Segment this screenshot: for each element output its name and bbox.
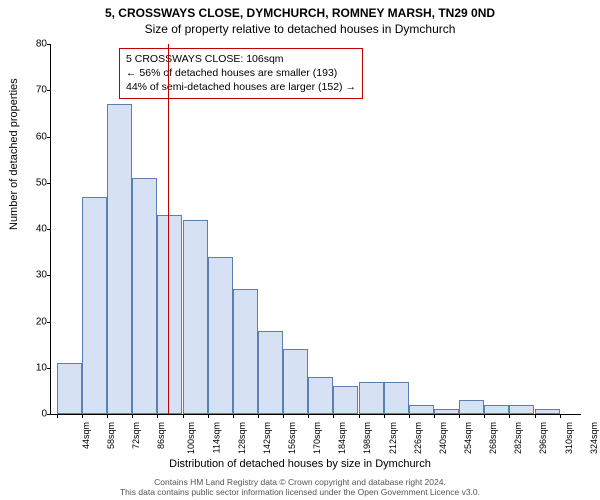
y-tick-mark [47, 90, 51, 91]
y-tick-label: 70 [21, 85, 47, 96]
footer-line2: This data contains public sector informa… [120, 487, 480, 497]
histogram-bar [459, 400, 484, 414]
x-tick-mark [107, 414, 108, 418]
x-tick-label: 254sqm [463, 422, 473, 454]
histogram-bar [57, 363, 82, 414]
y-tick-label: 80 [21, 39, 47, 50]
x-tick-label: 310sqm [564, 422, 574, 454]
x-tick-mark [509, 414, 510, 418]
x-tick-mark [560, 414, 561, 418]
x-tick-mark [484, 414, 485, 418]
histogram-bar [484, 405, 509, 414]
x-tick-mark [283, 414, 284, 418]
y-tick-mark [47, 414, 51, 415]
y-tick-label: 30 [21, 270, 47, 281]
y-tick-label: 50 [21, 177, 47, 188]
y-axis-label: Number of detached properties [8, 78, 20, 230]
x-tick-mark [333, 414, 334, 418]
x-tick-label: 156sqm [287, 422, 297, 454]
histogram-bar [359, 382, 384, 414]
y-tick-label: 20 [21, 316, 47, 327]
histogram-bar [258, 331, 283, 414]
y-tick-mark [47, 322, 51, 323]
x-tick-label: 198sqm [362, 422, 372, 454]
histogram-bar [535, 409, 560, 414]
x-tick-mark [434, 414, 435, 418]
y-tick-label: 60 [21, 131, 47, 142]
y-tick-mark [47, 183, 51, 184]
y-tick-label: 40 [21, 224, 47, 235]
x-tick-mark [409, 414, 410, 418]
x-tick-mark [132, 414, 133, 418]
x-axis-label: Distribution of detached houses by size … [0, 458, 600, 470]
x-tick-label: 128sqm [237, 422, 247, 454]
chart-title-line1: 5, CROSSWAYS CLOSE, DYMCHURCH, ROMNEY MA… [0, 0, 600, 20]
x-tick-label: 72sqm [131, 422, 141, 449]
y-tick-mark [47, 44, 51, 45]
histogram-bar [384, 382, 409, 414]
x-tick-label: 282sqm [513, 422, 523, 454]
y-tick-label: 0 [21, 409, 47, 420]
x-tick-label: 268sqm [488, 422, 498, 454]
y-tick-label: 10 [21, 362, 47, 373]
histogram-bar [208, 257, 233, 414]
histogram-bar [509, 405, 534, 414]
x-tick-label: 170sqm [312, 422, 322, 454]
histogram-bar [233, 289, 258, 414]
plot-area: 5 CROSSWAYS CLOSE: 106sqm ← 56% of detac… [50, 44, 581, 415]
chart-title-line2: Size of property relative to detached ho… [0, 20, 600, 36]
x-tick-label: 86sqm [156, 422, 166, 449]
x-tick-mark [359, 414, 360, 418]
x-tick-mark [459, 414, 460, 418]
x-tick-mark [384, 414, 385, 418]
footer-text: Contains HM Land Registry data © Crown c… [0, 478, 600, 498]
histogram-bar [157, 215, 182, 414]
x-tick-label: 296sqm [538, 422, 548, 454]
x-tick-label: 114sqm [211, 422, 221, 453]
annotation-line3: 44% of semi-detached houses are larger (… [126, 80, 356, 94]
histogram-bar [434, 409, 459, 414]
x-tick-label: 142sqm [262, 422, 272, 454]
y-tick-mark [47, 275, 51, 276]
annotation-line1: 5 CROSSWAYS CLOSE: 106sqm [126, 52, 356, 66]
x-tick-label: 44sqm [81, 422, 91, 449]
x-tick-label: 100sqm [186, 422, 196, 454]
x-tick-mark [82, 414, 83, 418]
x-tick-mark [57, 414, 58, 418]
histogram-bar [333, 386, 358, 414]
x-tick-label: 212sqm [388, 422, 398, 454]
x-tick-label: 240sqm [438, 422, 448, 454]
histogram-bar [409, 405, 434, 414]
annotation-box: 5 CROSSWAYS CLOSE: 106sqm ← 56% of detac… [119, 48, 363, 99]
y-tick-mark [47, 368, 51, 369]
histogram-bar [107, 104, 132, 414]
reference-line [168, 44, 169, 414]
x-tick-mark [233, 414, 234, 418]
histogram-bar [183, 220, 208, 414]
histogram-bar [82, 197, 107, 414]
histogram-bar [132, 178, 157, 414]
y-tick-mark [47, 137, 51, 138]
x-tick-mark [258, 414, 259, 418]
x-tick-mark [308, 414, 309, 418]
footer-line1: Contains HM Land Registry data © Crown c… [154, 477, 446, 487]
x-tick-label: 58sqm [106, 422, 116, 449]
x-tick-mark [535, 414, 536, 418]
x-tick-mark [157, 414, 158, 418]
x-tick-mark [208, 414, 209, 418]
histogram-bar [308, 377, 333, 414]
x-tick-label: 184sqm [337, 422, 347, 454]
annotation-line2: ← 56% of detached houses are smaller (19… [126, 66, 356, 80]
x-tick-label: 324sqm [589, 422, 599, 454]
histogram-bar [283, 349, 308, 414]
x-tick-mark [183, 414, 184, 418]
chart-container: 5, CROSSWAYS CLOSE, DYMCHURCH, ROMNEY MA… [0, 0, 600, 500]
y-tick-mark [47, 229, 51, 230]
x-tick-label: 226sqm [413, 422, 423, 454]
